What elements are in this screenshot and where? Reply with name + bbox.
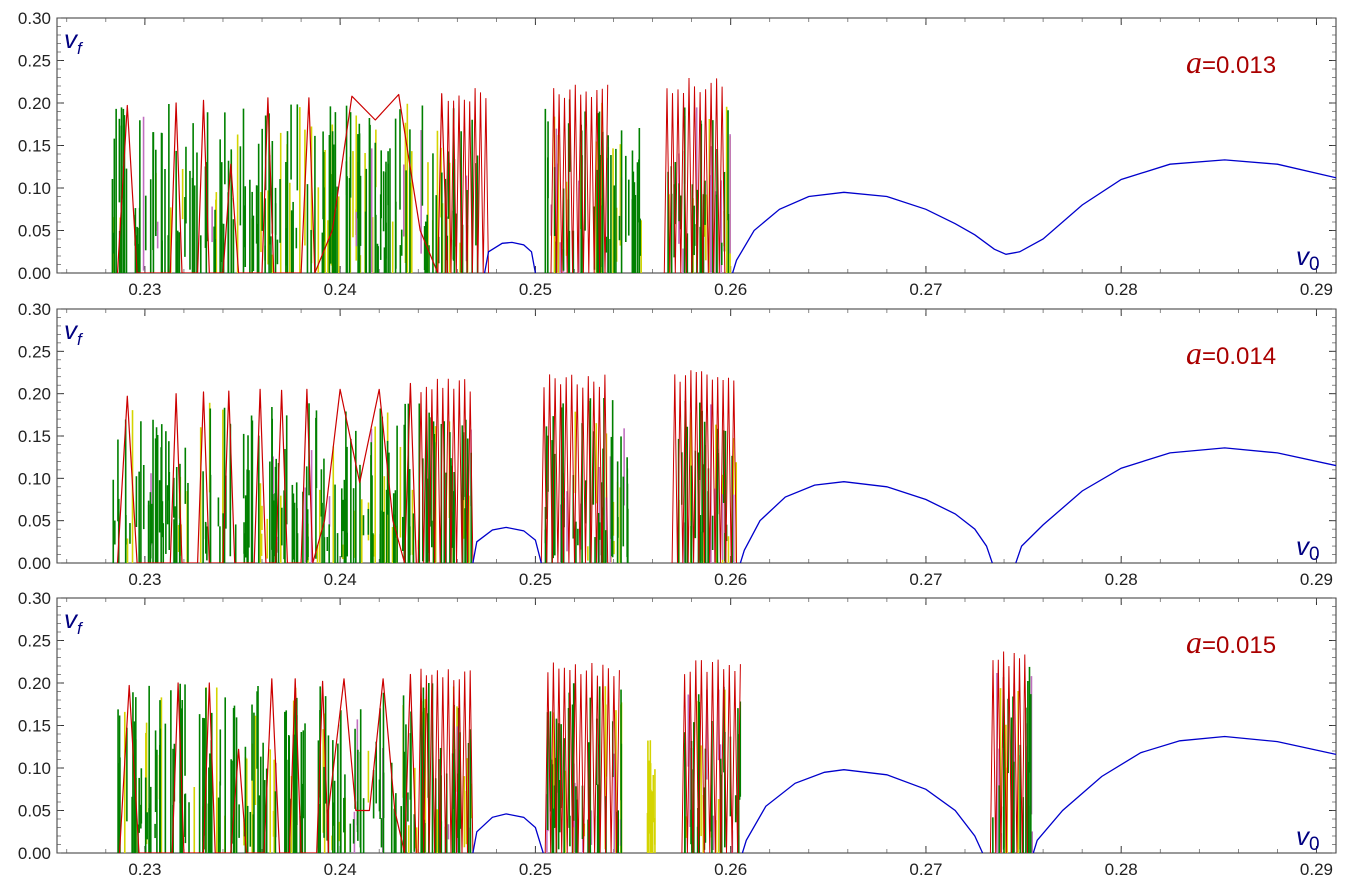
red-series-envelope xyxy=(116,382,417,563)
x-tick-label: 0.28 xyxy=(1105,280,1138,299)
red-series-burst xyxy=(989,651,1028,853)
x-tick-label: 0.28 xyxy=(1105,860,1138,879)
y-axis-label: vf xyxy=(64,24,84,58)
y-tick-label: 0.15 xyxy=(18,717,51,736)
red-series-envelope xyxy=(116,93,449,273)
x-tick-label: 0.25 xyxy=(519,570,552,589)
red-series-burst xyxy=(540,374,609,563)
x-tick-label: 0.29 xyxy=(1300,280,1333,299)
plot-area xyxy=(112,370,1336,563)
x-axis-label-sub: 0 xyxy=(1309,544,1320,565)
x-tick-label: 0.25 xyxy=(519,860,552,879)
y-tick-label: 0.00 xyxy=(18,264,51,283)
y-tick-label: 0.25 xyxy=(18,342,51,361)
red-series-burst xyxy=(681,659,741,853)
parameter-symbol: a xyxy=(1186,335,1202,371)
y-tick-label: 0.25 xyxy=(18,632,51,651)
red-series-burst xyxy=(544,662,620,853)
y-tick-label: 0.10 xyxy=(18,759,51,778)
y-tick-label: 0.15 xyxy=(18,427,51,446)
x-tick-label: 0.25 xyxy=(519,280,552,299)
x-tick-label: 0.23 xyxy=(128,860,161,879)
y-tick-label: 0.20 xyxy=(18,385,51,404)
y-axis-label: vf xyxy=(64,315,84,349)
y-axis-label-sub: f xyxy=(77,330,84,349)
y-tick-label: 0.20 xyxy=(18,94,51,113)
x-tick-label: 0.24 xyxy=(324,570,357,589)
parameter-annotation: a=0.015 xyxy=(1186,624,1276,660)
red-series-envelope xyxy=(118,673,417,853)
parameter-symbol: a xyxy=(1186,624,1202,660)
blue-series xyxy=(1015,447,1336,563)
y-tick-label: 0.20 xyxy=(18,674,51,693)
x-axis-label: v0 xyxy=(1296,241,1320,275)
x-tick-label: 0.27 xyxy=(909,570,942,589)
y-tick-label: 0.10 xyxy=(18,179,51,198)
parameter-annotation: a=0.013 xyxy=(1186,44,1276,80)
y-axis-label-sub: f xyxy=(77,39,84,58)
blue-series xyxy=(741,769,984,853)
y-tick-label: 0.10 xyxy=(18,469,51,488)
x-axis-label-sub: 0 xyxy=(1309,834,1320,855)
blue-series xyxy=(739,481,993,563)
y-axis-label-sub: f xyxy=(77,619,84,638)
plot-area xyxy=(117,651,1336,853)
x-axis-label: v0 xyxy=(1296,821,1320,855)
x-axis-label: v0 xyxy=(1296,531,1320,565)
blue-series xyxy=(472,526,542,563)
x-tick-label: 0.27 xyxy=(909,860,942,879)
y-tick-label: 0.05 xyxy=(18,222,51,241)
x-tick-label: 0.29 xyxy=(1300,570,1333,589)
parameter-value: =0.015 xyxy=(1202,632,1276,659)
x-tick-label: 0.26 xyxy=(714,570,747,589)
y-tick-label: 0.30 xyxy=(18,300,51,319)
y-tick-label: 0.05 xyxy=(18,802,51,821)
y-axis-label: vf xyxy=(64,604,84,638)
y-tick-label: 0.30 xyxy=(18,9,51,28)
red-series-burst xyxy=(417,668,474,853)
x-tick-label: 0.29 xyxy=(1300,860,1333,879)
y-tick-label: 0.05 xyxy=(18,512,51,531)
plot-area xyxy=(111,77,1336,273)
x-tick-label: 0.26 xyxy=(714,280,747,299)
parameter-symbol: a xyxy=(1186,44,1202,80)
red-series-burst xyxy=(663,77,726,273)
x-tick-label: 0.23 xyxy=(128,570,161,589)
chart-panel-3: 0.00 0.05 0.10 0.15 0.20 0.25 0.30 0.23 0.24 0.25… xyxy=(18,589,1337,879)
y-tick-label: 0.30 xyxy=(18,589,51,608)
chart-panel-1: 0.00 0.05 0.10 0.15 0.20 0.25 0.30 0.23 0.24 0.25… xyxy=(18,9,1337,299)
blue-series xyxy=(1032,735,1336,853)
x-tick-label: 0.27 xyxy=(909,280,942,299)
x-tick-label: 0.26 xyxy=(714,860,747,879)
x-tick-label: 0.23 xyxy=(128,280,161,299)
parameter-value: =0.013 xyxy=(1202,52,1276,79)
red-series-burst xyxy=(550,84,609,273)
blue-series xyxy=(483,241,537,273)
parameter-annotation: a=0.014 xyxy=(1186,335,1276,371)
y-tick-label: 0.25 xyxy=(18,52,51,71)
y-tick-label: 0.15 xyxy=(18,137,51,156)
y-tick-label: 0.00 xyxy=(18,844,51,863)
x-tick-label: 0.28 xyxy=(1105,570,1138,589)
x-tick-label: 0.24 xyxy=(324,280,357,299)
parameter-value: =0.014 xyxy=(1202,343,1276,370)
blue-series xyxy=(731,159,1336,273)
red-series-burst xyxy=(445,88,489,273)
chart-panel-2: 0.00 0.05 0.10 0.15 0.20 0.25 0.30 0.23 0.24 0.25… xyxy=(18,300,1337,589)
y-tick-label: 0.00 xyxy=(18,554,51,573)
x-axis-label-sub: 0 xyxy=(1309,254,1320,275)
red-series-burst xyxy=(417,378,474,563)
blue-series xyxy=(472,813,544,853)
x-tick-label: 0.24 xyxy=(324,860,357,879)
